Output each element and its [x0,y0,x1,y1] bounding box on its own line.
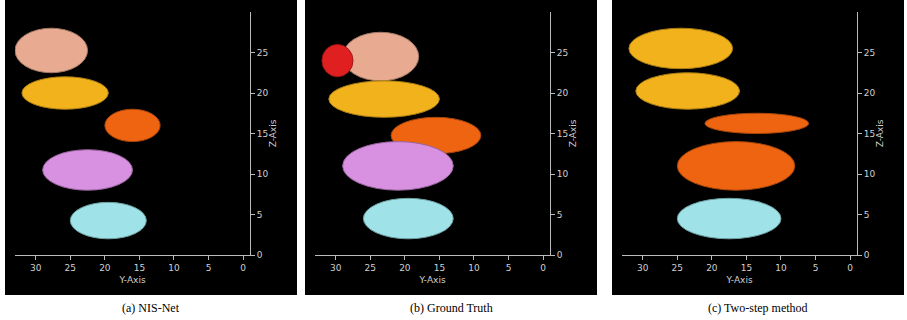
svg-text:Z-Axis: Z-Axis [875,119,885,147]
svg-text:15: 15 [741,263,752,273]
svg-text:10: 10 [557,169,569,179]
svg-text:30: 30 [30,263,42,273]
svg-text:25: 25 [557,48,568,58]
svg-text:20: 20 [257,88,269,98]
svg-text:20: 20 [706,263,718,273]
svg-text:Y-Axis: Y-Axis [418,275,445,285]
svg-text:5: 5 [813,263,819,273]
svg-text:10: 10 [168,263,180,273]
svg-text:5: 5 [506,263,512,273]
svg-text:Y-Axis: Y-Axis [118,275,145,285]
svg-text:5: 5 [257,210,263,220]
svg-text:30: 30 [637,263,649,273]
svg-text:10: 10 [775,263,787,273]
svg-text:5: 5 [557,210,563,220]
svg-text:20: 20 [864,88,876,98]
svg-text:20: 20 [399,263,411,273]
svg-text:25: 25 [864,48,875,58]
svg-text:25: 25 [257,48,268,58]
svg-text:10: 10 [257,169,269,179]
svg-text:25: 25 [365,263,376,273]
svg-text:5: 5 [206,263,212,273]
svg-text:25: 25 [672,263,683,273]
svg-text:Z-Axis: Z-Axis [268,119,278,147]
svg-text:15: 15 [557,129,568,139]
svg-text:Y-Axis: Y-Axis [725,275,752,285]
svg-text:20: 20 [99,263,111,273]
svg-text:10: 10 [468,263,480,273]
svg-text:15: 15 [134,263,145,273]
svg-text:0: 0 [540,263,546,273]
svg-text:15: 15 [434,263,445,273]
svg-text:0: 0 [240,263,246,273]
svg-text:0: 0 [864,250,870,260]
svg-text:30: 30 [330,263,342,273]
svg-text:10: 10 [864,169,876,179]
svg-text:15: 15 [257,129,268,139]
svg-text:(c) Two-step method: (c) Two-step method [708,301,808,315]
svg-text:20: 20 [557,88,569,98]
svg-text:25: 25 [65,263,76,273]
svg-text:(a) NIS-Net: (a) NIS-Net [122,301,180,315]
svg-text:0: 0 [847,263,853,273]
svg-text:Z-Axis: Z-Axis [568,119,578,147]
svg-text:15: 15 [864,129,875,139]
svg-text:0: 0 [557,250,563,260]
svg-text:0: 0 [257,250,263,260]
svg-text:5: 5 [864,210,870,220]
svg-text:(b) Ground Truth: (b) Ground Truth [410,301,493,315]
